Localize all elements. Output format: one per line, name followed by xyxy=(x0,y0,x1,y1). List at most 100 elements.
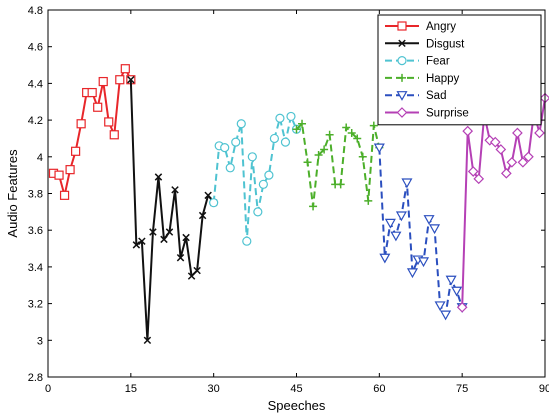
data-point-happy xyxy=(347,128,356,137)
data-point-disgust xyxy=(204,191,212,200)
data-point-happy xyxy=(358,152,367,161)
data-point-angry xyxy=(98,76,108,87)
data-point-surprise xyxy=(534,127,545,139)
data-point-angry xyxy=(104,117,114,127)
y-tick-label: 3.2 xyxy=(28,299,43,311)
data-point-happy xyxy=(364,196,373,205)
data-point-angry xyxy=(87,87,97,98)
legend-item-sad: Sad xyxy=(385,90,446,102)
data-point-surprise xyxy=(495,144,507,155)
data-point-sad xyxy=(373,143,385,154)
data-point-happy xyxy=(298,119,307,128)
data-point-disgust xyxy=(154,173,163,181)
data-point-sad xyxy=(379,253,391,264)
data-point-fear xyxy=(236,119,246,129)
data-point-sad xyxy=(429,224,441,235)
data-point-disgust xyxy=(132,241,141,249)
data-point-surprise xyxy=(473,173,485,185)
x-tick-label: 75 xyxy=(456,383,468,395)
legend-item-happy: Happy xyxy=(385,73,459,85)
data-point-disgust xyxy=(193,266,201,275)
data-point-angry xyxy=(54,170,64,180)
data-point-surprise xyxy=(489,136,501,148)
data-point-fear xyxy=(269,133,280,144)
legend-marker-happy xyxy=(398,73,406,82)
data-point-disgust xyxy=(182,233,190,242)
legend-marker-disgust xyxy=(398,39,406,48)
data-point-disgust xyxy=(160,235,168,244)
data-point-angry xyxy=(93,102,103,112)
data-point-fear xyxy=(258,179,268,189)
data-point-sad xyxy=(395,211,407,222)
data-point-disgust xyxy=(198,211,207,220)
x-tick-label: 60 xyxy=(373,383,385,395)
data-point-disgust xyxy=(149,228,157,236)
data-point-happy xyxy=(314,150,323,159)
legend: Angry Disgust Fear Happy Sad Surprise xyxy=(377,14,542,126)
data-point-sad xyxy=(406,268,418,279)
x-tick-label: 0 xyxy=(45,383,51,395)
data-point-happy xyxy=(342,123,351,132)
data-point-angry xyxy=(115,75,125,85)
data-point-disgust xyxy=(127,75,135,84)
x-tick-label: 15 xyxy=(125,383,137,395)
data-point-fear xyxy=(242,236,252,246)
legend-item-disgust: Disgust xyxy=(385,38,465,50)
legend-label-sad: Sad xyxy=(426,90,446,102)
legend-label-angry: Angry xyxy=(426,21,456,33)
data-point-fear xyxy=(280,137,291,147)
data-point-fear xyxy=(275,113,285,123)
ticks-layer: 0 15 30 45 60 75 90 2.8 3 3.2 3.4 3.6 3.8 4 4.2 4.4 4.6 4… xyxy=(28,5,549,395)
data-point-angry xyxy=(65,165,75,175)
data-point-surprise xyxy=(512,127,523,139)
series-line-disgust xyxy=(129,79,215,342)
legend-item-surprise: Surprise xyxy=(385,107,469,120)
y-tick-label: 3.4 xyxy=(28,262,43,274)
data-point-sad xyxy=(434,301,446,312)
data-point-surprise xyxy=(517,156,529,168)
data-point-sad xyxy=(445,275,457,286)
legend-marker-fear xyxy=(397,55,407,66)
data-point-happy xyxy=(369,121,378,130)
x-axis-label: Speeches xyxy=(268,398,326,413)
legend-item-fear: Fear xyxy=(385,56,450,68)
data-point-disgust xyxy=(165,228,174,236)
data-point-happy xyxy=(353,134,362,143)
data-point-surprise xyxy=(467,166,479,177)
data-point-fear xyxy=(220,143,230,153)
y-tick-label: 4.2 xyxy=(28,115,43,127)
y-tick-label: 4.8 xyxy=(28,5,43,17)
data-point-surprise xyxy=(506,156,518,168)
data-point-angry xyxy=(109,130,119,140)
data-point-fear xyxy=(286,111,296,122)
x-tick-label: 90 xyxy=(539,383,549,395)
data-point-disgust xyxy=(171,186,179,194)
legend-label-surprise: Surprise xyxy=(426,108,469,120)
data-point-happy xyxy=(336,180,345,189)
y-tick-label: 3.6 xyxy=(28,225,43,237)
data-point-happy xyxy=(325,130,334,139)
data-point-surprise xyxy=(523,151,534,163)
data-point-fear xyxy=(247,152,257,162)
data-point-surprise xyxy=(456,301,468,313)
data-point-surprise xyxy=(462,125,474,137)
data-point-sad xyxy=(417,257,430,268)
data-point-angry xyxy=(71,146,81,156)
data-point-happy xyxy=(292,125,301,134)
series-angry xyxy=(48,64,136,200)
series-line-fear xyxy=(212,115,298,243)
data-point-fear xyxy=(209,198,219,208)
y-tick-label: 4 xyxy=(37,152,43,164)
data-point-happy xyxy=(303,158,312,167)
data-point-fear xyxy=(253,207,263,217)
legend-marker-surprise xyxy=(396,107,408,118)
x-tick-label: 45 xyxy=(290,383,302,395)
data-point-angry xyxy=(76,119,86,129)
data-point-angry xyxy=(59,190,70,200)
legend-marker-sad xyxy=(396,91,408,101)
data-point-fear xyxy=(231,137,241,147)
data-point-sad xyxy=(423,215,435,225)
series-line-surprise xyxy=(461,97,546,308)
y-tick-label: 2.8 xyxy=(28,372,43,384)
y-tick-label: 3 xyxy=(37,335,43,347)
